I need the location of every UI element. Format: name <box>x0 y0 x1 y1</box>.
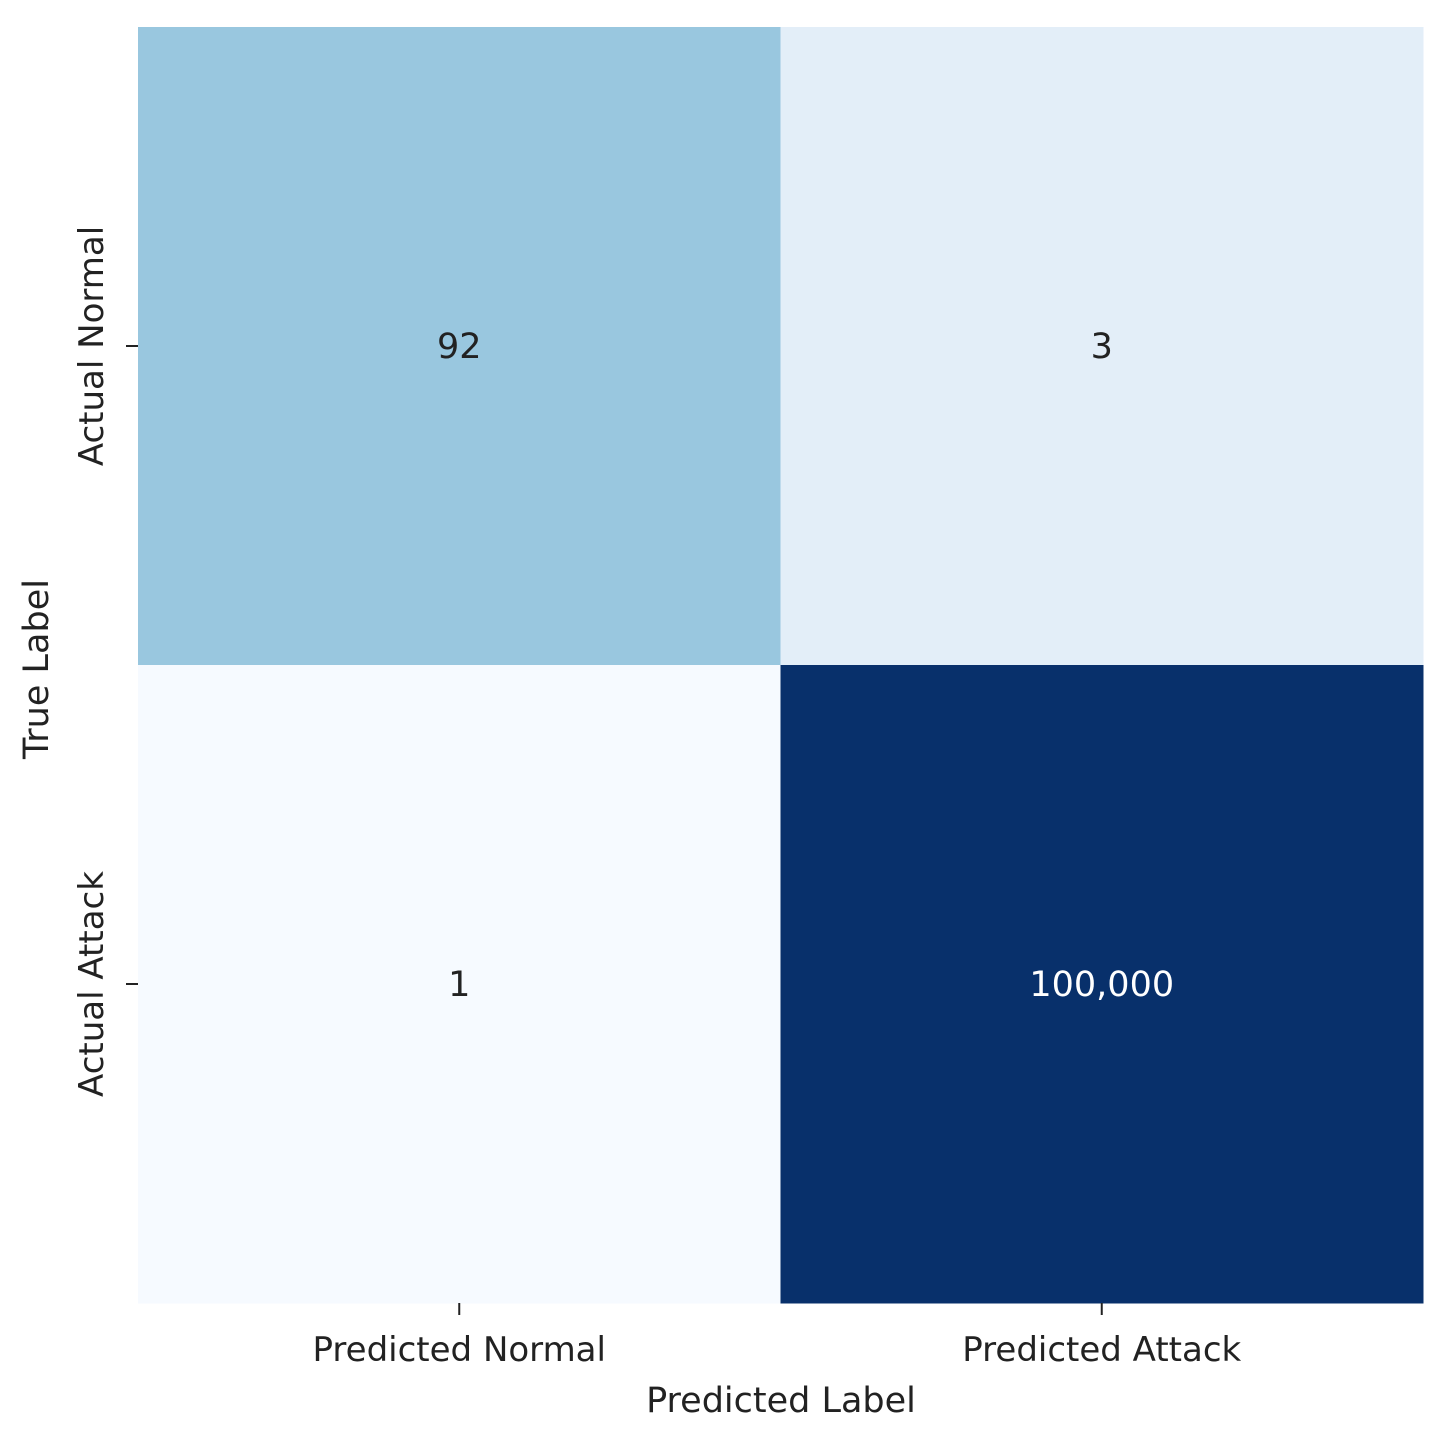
y-tick-label-0: Actual Normal <box>72 226 112 466</box>
heatmap-cell-r0-c1 <box>780 27 1424 666</box>
cell-value-r1-c0: 1 <box>448 965 470 1005</box>
heatmap-cells <box>138 27 1424 1304</box>
x-tick-label-1: Predicted Attack <box>962 1330 1241 1370</box>
y-axis-ticks: Actual Normal Actual Attack <box>72 226 138 1097</box>
x-axis-label: Predicted Label <box>646 1381 916 1421</box>
heatmap-cell-labels: 92 3 1 100,000 <box>437 327 1174 1005</box>
cell-value-r1-c1: 100,000 <box>1029 965 1174 1005</box>
x-tick-label-0: Predicted Normal <box>313 1330 606 1370</box>
y-tick-label-1: Actual Attack <box>72 871 112 1097</box>
cell-value-r0-c0: 92 <box>437 327 482 367</box>
heatmap-cell-r1-c0 <box>138 665 781 1304</box>
x-axis-ticks: Predicted Normal Predicted Attack <box>313 1303 1242 1370</box>
cell-value-r0-c1: 3 <box>1091 327 1113 367</box>
y-axis-label: True Label <box>17 579 57 760</box>
heatmap-cell-r0-c0 <box>138 27 781 666</box>
heatmap-cell-r1-c1 <box>780 665 1424 1304</box>
